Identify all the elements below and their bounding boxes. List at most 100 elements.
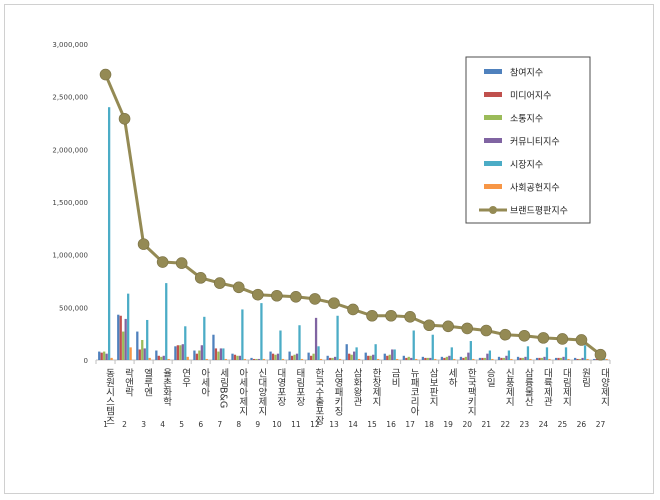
bar [141,339,144,360]
bar [595,358,598,360]
bar [529,358,532,360]
line-point [404,311,416,323]
bar [200,345,203,360]
bar [578,358,582,360]
rank-label: 12 [310,420,320,429]
rank-label: 24 [539,420,549,429]
bar [357,358,361,360]
category-label: 한국팩키지 [465,368,476,416]
category-label: 원림 [579,368,590,387]
bar [212,334,215,360]
legend-swatch [484,115,502,120]
line-point [118,112,131,125]
bar [540,357,544,360]
bar [312,353,315,360]
bar [143,348,146,360]
legend-swatch [484,69,502,74]
bar [445,356,448,360]
rank-label: 11 [291,420,301,429]
bar [583,345,587,360]
legend-label: 미디어지수 [510,91,551,102]
bar [238,355,242,360]
bar [376,358,380,360]
bar [524,356,527,360]
bar [241,309,244,360]
bar [429,357,432,360]
bar [269,351,272,360]
bar [538,357,541,360]
bar [103,351,106,360]
line-point [480,324,493,337]
rank-label: 16 [386,420,396,429]
bar [562,356,565,360]
bar [545,347,549,360]
bar [483,357,487,360]
legend-swatch [484,138,502,143]
bar [148,357,151,360]
category-label: 동원시스템즈 [104,368,115,425]
bar [535,357,539,360]
bar [222,348,225,360]
bar [410,357,413,360]
bar [157,355,160,360]
bar [186,356,189,360]
line-point [499,328,512,341]
bar [548,358,551,360]
rank-label: 3 [141,420,146,429]
bar [314,317,318,360]
bar [510,358,513,360]
category-label: 율촌화학 [161,368,172,407]
rank-label: 22 [501,420,511,429]
bar [281,358,285,360]
rank-label: 4 [160,420,165,429]
bar [217,351,220,360]
bar [224,358,227,360]
line-point [575,334,588,346]
bar [415,358,418,360]
rank-label: 20 [462,420,472,429]
bar [117,314,120,360]
line-point [99,68,112,81]
line-point [518,329,531,342]
category-label: 신대양제지 [256,368,267,416]
y-tick-label: 2,000,000 [52,146,88,154]
bar [279,330,282,360]
legend-label: 브랜드평판지수 [510,206,568,217]
legend-label: 소통지수 [510,114,543,125]
bar [326,355,329,360]
bar [350,354,353,360]
bar [505,355,508,360]
y-tick-label: 500,000 [59,304,88,312]
bar [236,355,239,360]
bar [567,358,570,360]
bar [231,353,234,360]
bar [193,350,196,360]
bar [519,357,522,360]
bar [276,353,280,360]
bar [391,349,394,360]
line-point [347,303,359,316]
bar [205,358,208,360]
legend-swatch [484,92,502,97]
bar [262,358,266,360]
category-label: 삼영패키징 [332,368,343,416]
bar [257,358,261,360]
bar [155,350,158,360]
bar [462,357,465,360]
bar [353,351,356,360]
line-point [252,288,264,301]
bar [412,330,415,360]
bar [290,355,294,360]
bar [581,357,584,360]
line-point [556,333,569,345]
bar [107,107,111,360]
bar [472,358,475,360]
bar [176,345,179,360]
rank-label: 1 [103,420,108,429]
bar [481,357,484,360]
category-label: 아세아 [199,368,210,397]
bar [464,356,468,360]
bar [317,346,320,360]
bar [167,358,170,360]
bar [174,346,177,360]
